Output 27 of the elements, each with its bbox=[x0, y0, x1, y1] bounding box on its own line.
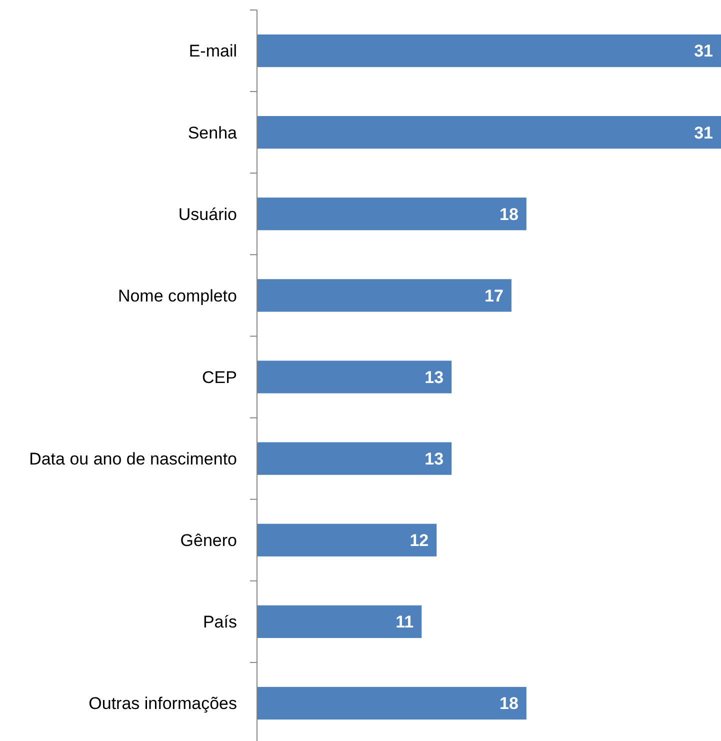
bar bbox=[257, 605, 422, 638]
y-tick-label: País bbox=[202, 612, 237, 632]
y-tick-label: Outras informações bbox=[88, 694, 237, 714]
data-label: 18 bbox=[499, 204, 518, 224]
y-tick-label: Usuário bbox=[178, 204, 237, 224]
data-label: 11 bbox=[396, 612, 414, 632]
bar bbox=[257, 524, 437, 556]
bar bbox=[257, 360, 452, 394]
data-label: 31 bbox=[694, 42, 713, 61]
bar bbox=[257, 279, 512, 312]
data-label: 18 bbox=[499, 694, 518, 714]
bar bbox=[257, 442, 452, 475]
bar bbox=[257, 116, 721, 149]
bar bbox=[257, 686, 526, 720]
data-label: 12 bbox=[410, 531, 429, 550]
y-tick-label: CEP bbox=[202, 368, 237, 387]
y-tick-label: Senha bbox=[188, 123, 238, 142]
bar bbox=[257, 198, 526, 230]
bar bbox=[257, 34, 721, 68]
y-tick-label: Gênero bbox=[180, 531, 237, 550]
y-tick-label: E-mail bbox=[188, 42, 237, 61]
y-tick-label: Data ou ano de nascimento bbox=[29, 450, 237, 469]
data-label: 13 bbox=[424, 450, 444, 469]
data-label: 13 bbox=[424, 368, 444, 387]
data-label: 17 bbox=[484, 286, 504, 306]
data-label: 31 bbox=[694, 123, 713, 142]
y-tick-label: Nome completo bbox=[118, 286, 237, 306]
